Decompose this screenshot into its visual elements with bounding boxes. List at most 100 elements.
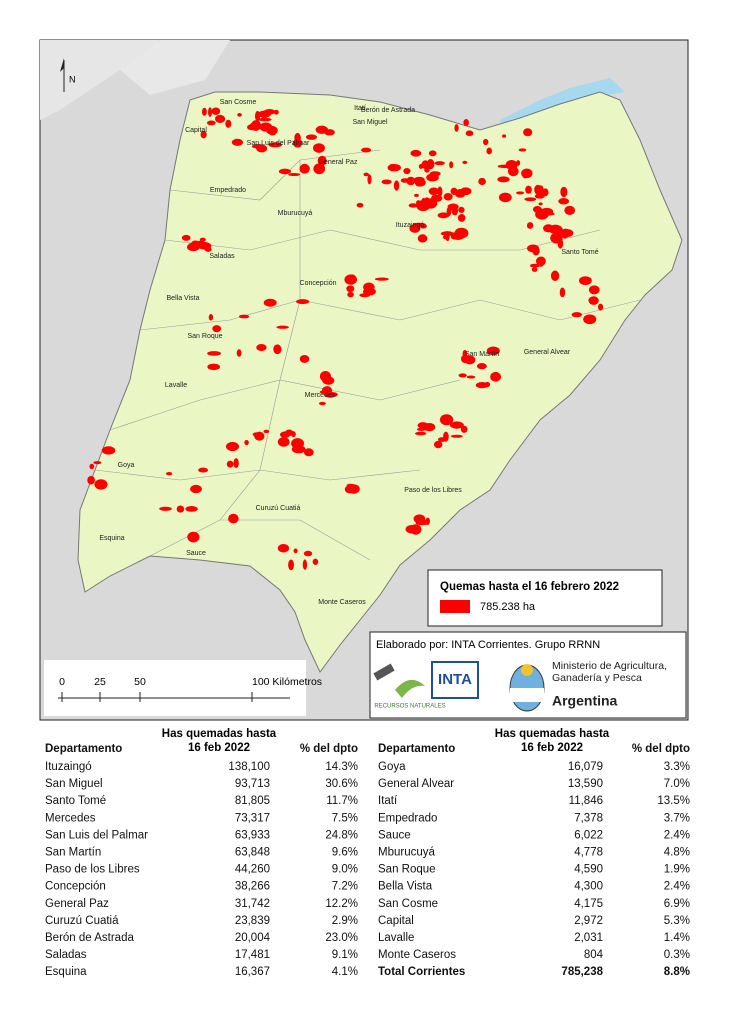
table-cell: 63,933 [235, 829, 270, 841]
table-cell: Lavalle [378, 932, 414, 944]
burn-patch [462, 160, 468, 164]
burn-patch [413, 514, 426, 524]
burn-patch [237, 113, 242, 117]
map-label: Mercedes [305, 392, 336, 399]
burn-patch [559, 287, 566, 298]
burn-patch [433, 440, 443, 449]
burn-patch [261, 112, 267, 122]
burn-patch [278, 168, 292, 175]
burn-patch [263, 298, 277, 307]
table-cell: Saladas [45, 949, 87, 961]
burn-patch [293, 548, 298, 554]
table-cell: 804 [584, 949, 604, 961]
burn-patch [560, 186, 568, 198]
burn-patch [291, 431, 296, 438]
burn-patch [497, 176, 510, 183]
burn-patch [588, 285, 600, 295]
table-cell: 44,260 [235, 864, 270, 876]
burn-patch [254, 431, 265, 441]
table-cell: Mercedes [45, 812, 96, 824]
burn-patch [303, 448, 314, 457]
table-cell: Empedrado [378, 812, 437, 824]
table-cell: 93,713 [235, 778, 270, 790]
burn-patch [558, 197, 570, 205]
table-cell: 23.0% [325, 932, 358, 944]
burn-patch [424, 167, 430, 173]
burn-patch [89, 463, 95, 470]
burn-patch [416, 427, 426, 431]
burn-patch [201, 107, 207, 116]
table-cell: 4,590 [574, 864, 603, 876]
burn-patch [263, 429, 270, 434]
burn-patch [269, 132, 276, 136]
map-label: Berón de Astrada [361, 107, 415, 114]
burn-patch [486, 346, 500, 356]
map-label: Sauce [186, 550, 206, 557]
logo-recursos: RECURSOS NATURALES [373, 663, 446, 710]
table-header: % del dpto [632, 743, 690, 755]
map-label: General Paz [319, 159, 358, 166]
burn-patch [187, 531, 200, 543]
burn-patch [442, 235, 449, 240]
burn-patch [463, 119, 469, 127]
burn-patch [254, 110, 261, 122]
map-label: Itatí [354, 105, 366, 112]
burn-patch [405, 524, 419, 534]
map-label: Paso de los Libres [404, 487, 462, 494]
table-cell: 12.2% [325, 898, 358, 910]
burn-patch [454, 124, 459, 132]
map-label: Mburucuyá [278, 210, 313, 217]
burn-patch [181, 234, 191, 241]
table-cell: 11.7% [326, 795, 358, 807]
burn-patch [426, 159, 435, 170]
table-header: Departamento [378, 743, 455, 755]
burn-patch [454, 189, 466, 198]
table-cell: 23,839 [235, 915, 270, 927]
table-cell: 4,300 [574, 881, 603, 893]
burn-patch [356, 202, 364, 208]
burn-patch [279, 431, 291, 438]
table-cell: 14.3% [325, 761, 358, 773]
burn-patch [318, 165, 325, 173]
burn-patch [199, 237, 206, 242]
burn-patch [319, 370, 331, 382]
burn-patch [303, 550, 313, 557]
burn-patch [449, 161, 454, 169]
burn-patch [406, 176, 416, 186]
burn-patch [186, 243, 200, 252]
burn-patch [498, 192, 512, 203]
table-cell: Total Corrientes [378, 966, 465, 978]
logo-escudo [509, 664, 545, 712]
burn-patch [532, 246, 540, 256]
north-arrow: N [60, 58, 76, 92]
burn-patch [529, 263, 540, 268]
burn-patch [346, 483, 355, 488]
country: Argentina [552, 693, 618, 709]
burn-patch [324, 391, 338, 398]
burn-patch [458, 373, 467, 378]
table-cell: 17,481 [235, 949, 270, 961]
burn-patch [413, 176, 425, 182]
table-cell: 11,846 [569, 795, 603, 807]
table-cell: 16,367 [235, 966, 270, 978]
table-cell: San Cosme [378, 898, 438, 910]
map-label: Concepción [300, 280, 337, 287]
burn-patch [490, 371, 502, 382]
burn-patch [197, 242, 212, 250]
burn-patch [525, 185, 532, 194]
burn-patch [273, 344, 282, 355]
burn-patch [208, 107, 213, 117]
burn-patch [247, 124, 257, 131]
neighbor-land [120, 40, 230, 95]
burn-patch [268, 142, 283, 148]
burn-patch [214, 114, 226, 123]
burn-patch [445, 415, 451, 421]
table-cell: 7.2% [332, 881, 358, 893]
table-cell: Santo Tomé [45, 795, 106, 807]
table-header: Has quemadas hasta 16 feb 2022 [494, 728, 610, 754]
burn-patch [233, 458, 239, 469]
burn-patch [190, 484, 202, 494]
burn-patch [419, 223, 427, 229]
table-cell: 138,100 [228, 761, 270, 773]
